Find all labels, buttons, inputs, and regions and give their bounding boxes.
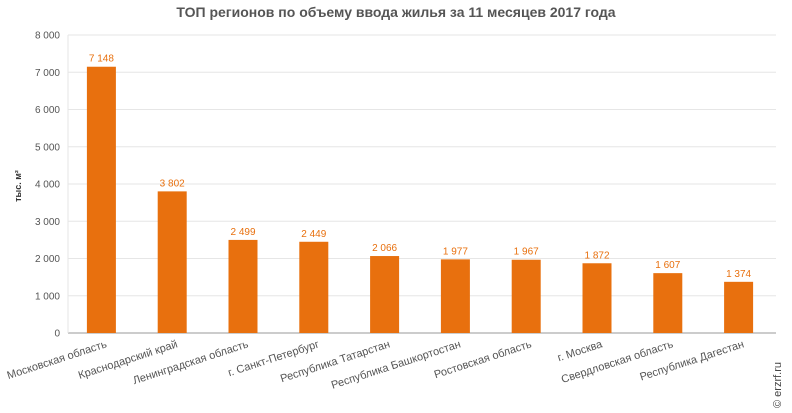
bar (724, 281, 754, 333)
bar (299, 241, 329, 333)
y-tick-label: 7 000 (35, 68, 60, 79)
bar-value-label: 2 449 (301, 229, 326, 240)
category-label: г. Москва (556, 338, 605, 364)
bar-value-label: 7 148 (89, 54, 114, 65)
bar (370, 256, 400, 333)
bar (511, 259, 541, 333)
y-axis-label: тыс. м² (13, 170, 23, 202)
bar-value-label: 3 802 (160, 178, 185, 189)
bar-value-label: 1 967 (514, 247, 539, 258)
bar (582, 263, 612, 333)
bar-value-label: 1 977 (443, 246, 468, 257)
y-tick-label: 0 (54, 329, 60, 340)
bar-value-label: 1 607 (655, 260, 680, 271)
bar (86, 66, 116, 333)
bar (653, 273, 683, 333)
grid-lines (67, 34, 776, 334)
bar (228, 239, 258, 333)
y-tick-label: 4 000 (35, 180, 60, 191)
bar (157, 191, 187, 333)
category-label: Республика Башкортостан (330, 338, 462, 391)
copyright-text: © erzrf.ru (772, 362, 784, 408)
bar (440, 259, 470, 333)
bar-value-label: 1 374 (726, 269, 751, 280)
y-axis-ticks: 0 1 000 2 000 3 000 4 000 5 000 6 000 7 000 8 00… (35, 31, 60, 340)
y-tick-label: 2 000 (35, 254, 60, 265)
category-label: Ленинградская область (131, 338, 250, 387)
y-tick-label: 1 000 (35, 291, 60, 302)
bars (86, 66, 754, 333)
bar-value-label: 2 066 (372, 243, 397, 254)
bar-value-label: 1 872 (584, 250, 609, 261)
bar-value-label: 2 499 (230, 227, 255, 238)
value-labels: 7 148 3 802 2 499 2 449 2 066 1 977 1 967 1 872… (89, 54, 752, 280)
y-tick-label: 5 000 (35, 142, 60, 153)
y-tick-label: 6 000 (35, 105, 60, 116)
y-tick-label: 3 000 (35, 217, 60, 228)
chart-title: ТОП регионов по объему ввода жилья за 11… (176, 4, 616, 20)
y-tick-label: 8 000 (35, 31, 60, 42)
